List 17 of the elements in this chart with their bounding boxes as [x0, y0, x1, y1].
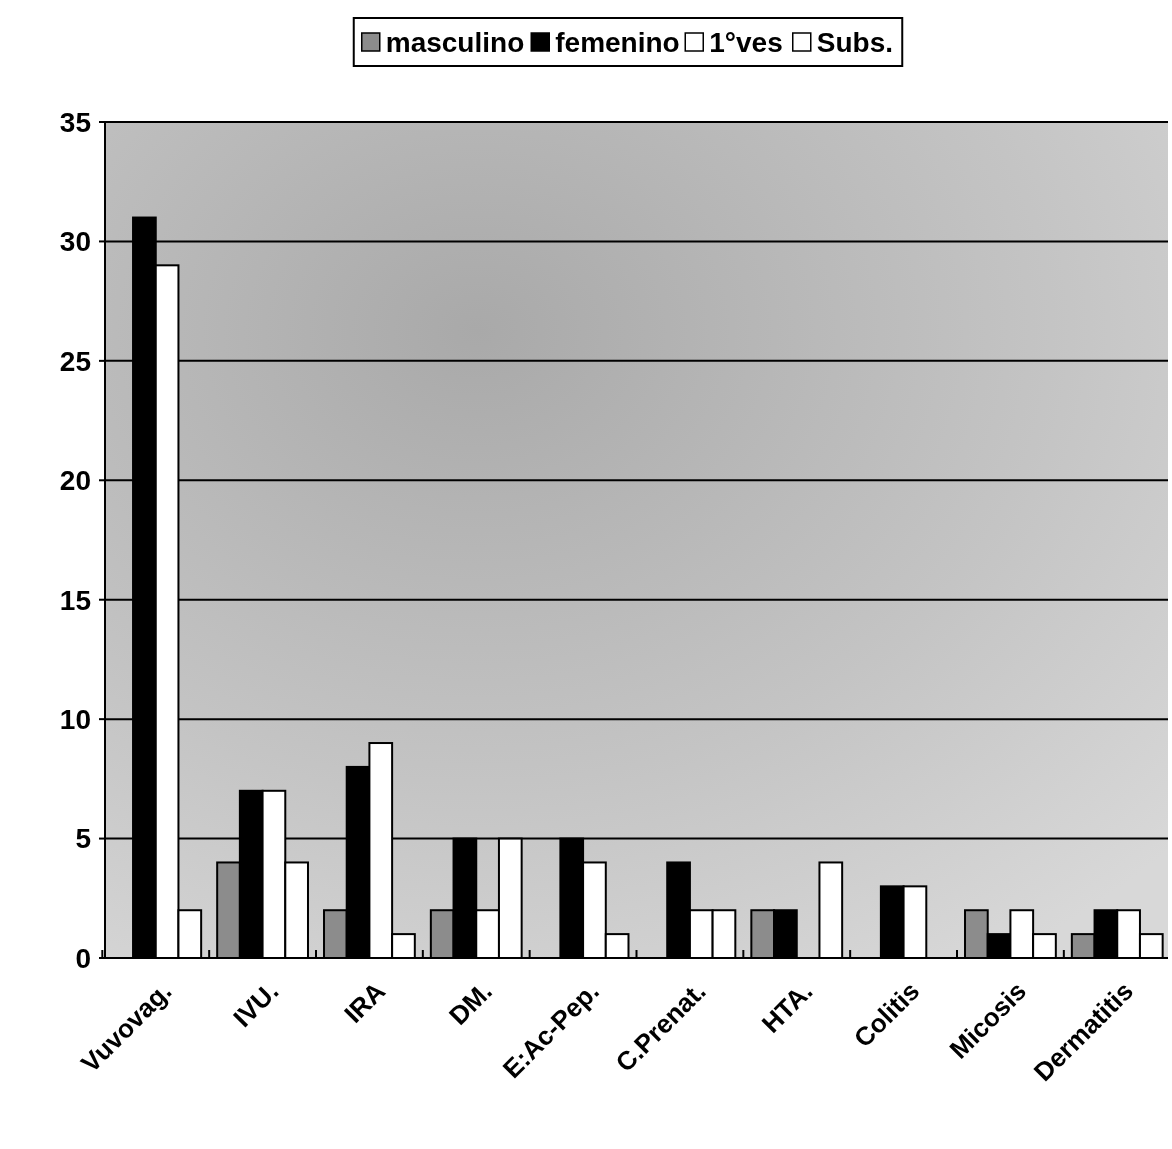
x-tick-label: HTA. — [755, 975, 819, 1039]
bar — [818, 861, 844, 959]
x-tick-label: DM. — [442, 975, 498, 1031]
x-tick-label: IVU. — [227, 975, 285, 1033]
y-tick-label: 35 — [59, 106, 91, 138]
y-tick-label: 30 — [59, 226, 91, 258]
legend-label: femenino — [555, 26, 680, 58]
y-tick-label: 15 — [59, 584, 91, 616]
y-tick-label: 25 — [59, 345, 91, 377]
x-tick-label: IRA — [338, 975, 392, 1029]
y-tick-label: 20 — [59, 465, 91, 497]
y-tick-label: 0 — [75, 942, 91, 974]
y-tick-label: 10 — [59, 703, 91, 735]
legend-label: 1°ves — [709, 26, 783, 58]
y-tick-label: 5 — [75, 823, 91, 855]
legend-label: Subs. — [816, 26, 893, 58]
legend-label: masculino — [385, 26, 525, 58]
